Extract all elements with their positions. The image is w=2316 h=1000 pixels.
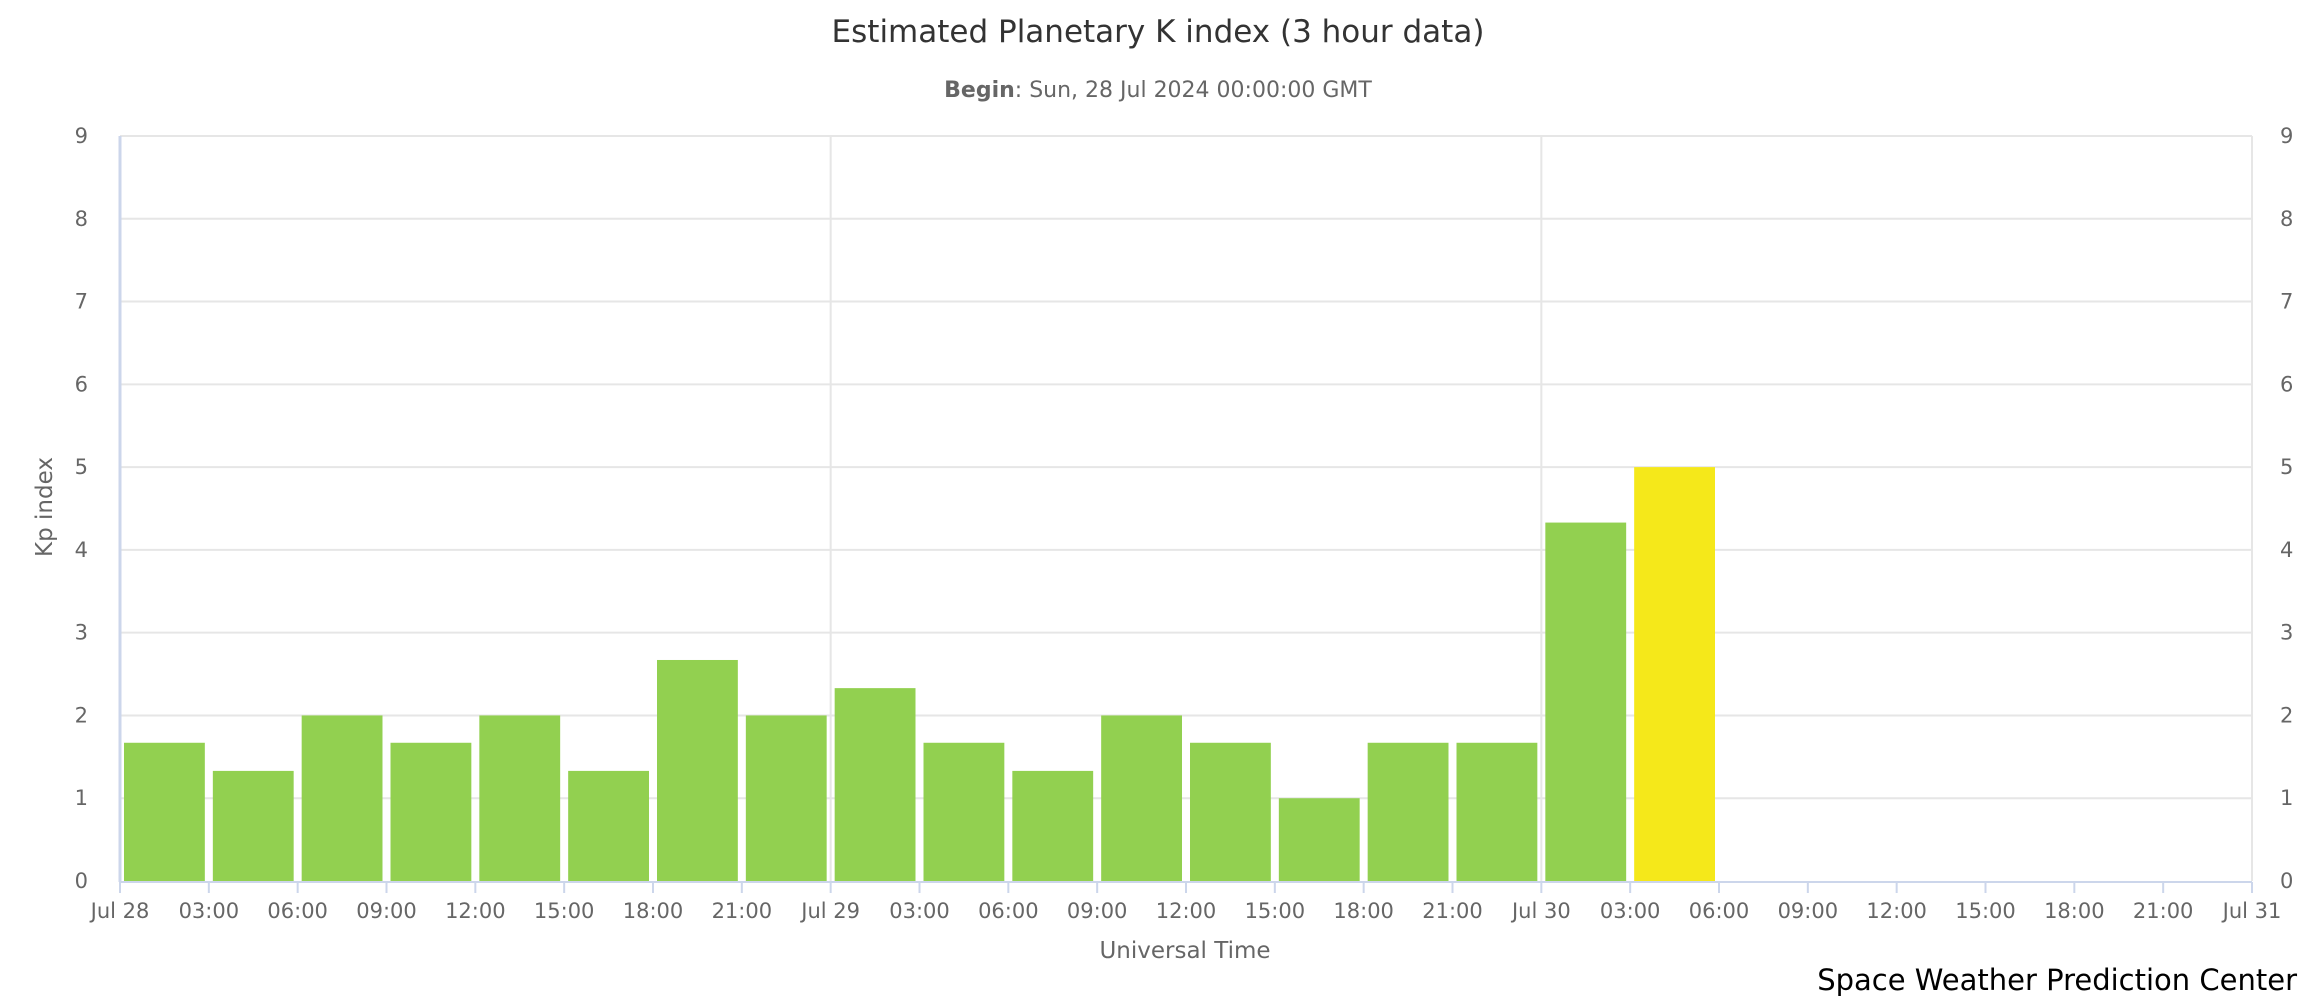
- x-axis-title: Universal Time: [1099, 938, 1270, 964]
- x-tick-label: 15:00: [1245, 899, 1306, 923]
- x-tick-label: Jul 30: [1510, 899, 1571, 923]
- kp-bar: [479, 715, 561, 881]
- x-tick-label: 09:00: [1778, 899, 1839, 923]
- x-tick-label: 06:00: [978, 899, 1039, 923]
- y-tick-label: 1: [75, 786, 88, 810]
- kp-bar: [1456, 742, 1538, 881]
- x-tick-label: 09:00: [1067, 899, 1128, 923]
- x-tick-label: 18:00: [623, 899, 684, 923]
- x-tick-label: 06:00: [267, 899, 328, 923]
- y-tick-label-right: 0: [2280, 869, 2293, 893]
- y-tick-label-right: 5: [2280, 455, 2293, 479]
- kp-bar: [745, 715, 827, 881]
- x-tick-label: 21:00: [2133, 899, 2194, 923]
- y-axis-left-ticks: 0 1 2 3 4 5 6 7 8 9: [75, 124, 88, 893]
- x-tick-label: 15:00: [534, 899, 595, 923]
- kp-bar: [1012, 770, 1094, 881]
- y-tick-label-right: 8: [2280, 207, 2293, 231]
- kp-bar: [301, 715, 383, 881]
- x-tick-label: 12:00: [1866, 899, 1927, 923]
- subtitle-label: Begin: [944, 78, 1015, 103]
- y-tick-label: 0: [75, 869, 88, 893]
- y-axis-title: Kp index: [32, 457, 58, 557]
- y-tick-label-right: 4: [2280, 538, 2293, 562]
- y-tick-label: 5: [75, 455, 88, 479]
- x-tick-label: 21:00: [1422, 899, 1483, 923]
- x-tick-label: Jul 31: [2221, 899, 2282, 923]
- kp-bar: [212, 770, 294, 881]
- kp-bar: [1278, 798, 1360, 881]
- x-tick-label: 09:00: [356, 899, 417, 923]
- kp-bar: [1545, 522, 1627, 881]
- kp-bar: [1101, 715, 1182, 881]
- y-tick-label: 6: [75, 372, 88, 396]
- y-tick-label: 7: [75, 290, 88, 314]
- y-tick-label: 9: [75, 124, 88, 148]
- x-tick-label: 12:00: [445, 899, 506, 923]
- y-tick-label-right: 3: [2280, 621, 2293, 645]
- chart-title: Estimated Planetary K index (3 hour data…: [832, 14, 1485, 50]
- y-tick-label: 8: [75, 207, 88, 231]
- x-tick-label: 18:00: [1333, 899, 1394, 923]
- x-tick-label: Jul 28: [89, 899, 150, 923]
- y-tick-label-right: 7: [2280, 290, 2293, 314]
- kp-bar: [1190, 742, 1271, 881]
- x-tick-label: 18:00: [2044, 899, 2105, 923]
- kp-bar: [124, 742, 205, 881]
- kp-bar: [568, 770, 649, 881]
- y-axis-right-ticks: 0 1 2 3 4 5 6 7 8 9: [2280, 124, 2293, 893]
- credit-label: Space Weather Prediction Center: [1817, 963, 2297, 997]
- x-tick-label: 03:00: [889, 899, 950, 923]
- x-tick-label: 15:00: [1955, 899, 2016, 923]
- y-tick-label-right: 1: [2280, 786, 2293, 810]
- x-tick-label: 12:00: [1156, 899, 1217, 923]
- gridlines: [120, 135, 2253, 881]
- kp-bar: [390, 742, 472, 881]
- y-tick-label-right: 6: [2280, 372, 2293, 396]
- bar-series: [124, 467, 1715, 881]
- y-tick-label-right: 9: [2280, 124, 2293, 148]
- y-tick-label-right: 2: [2280, 703, 2293, 727]
- y-tick-label: 3: [75, 621, 88, 645]
- x-tick-label: 06:00: [1689, 899, 1750, 923]
- kp-bar: [657, 659, 738, 881]
- x-tick-label: 21:00: [712, 899, 773, 923]
- kp-bar: [923, 742, 1005, 881]
- subtitle-value: : Sun, 28 Jul 2024 00:00:00 GMT: [1015, 78, 1373, 103]
- x-tick-label: Jul 29: [799, 899, 860, 923]
- chart-subtitle: Begin: Sun, 28 Jul 2024 00:00:00 GMT: [944, 78, 1372, 103]
- y-tick-label: 4: [75, 538, 88, 562]
- y-tick-label: 2: [75, 703, 88, 727]
- x-tick-label: 03:00: [1600, 899, 1661, 923]
- x-tick-label: 03:00: [179, 899, 240, 923]
- x-axis-ticks: Jul 28 03:00 06:00 09:00 12:00 15:00 18:00 21:0…: [89, 882, 2282, 923]
- kp-bar: [1634, 467, 1715, 881]
- kp-bar: [1367, 742, 1449, 881]
- kp-bar: [834, 688, 916, 881]
